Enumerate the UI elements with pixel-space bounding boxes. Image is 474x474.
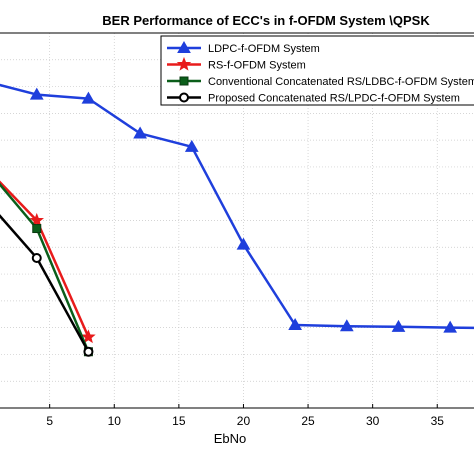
data-point [29, 87, 44, 100]
data-point [133, 126, 147, 139]
data-point [83, 346, 94, 357]
x-tick-label: 30 [366, 414, 380, 428]
x-axis-label: EbNo [214, 431, 247, 446]
x-axis-ticks: 5 10 15 20 25 30 35 [46, 404, 444, 428]
data-point [288, 317, 302, 330]
legend-box [160, 35, 474, 106]
x-tick-label: 15 [172, 414, 186, 428]
legend: LDPC-f-OFDM System RS-f-OFDM System Conven… [160, 35, 474, 106]
data-point [184, 139, 199, 152]
series-line [0, 83, 474, 330]
data-point [31, 253, 42, 263]
data-point [391, 319, 406, 332]
legend-marker [176, 56, 192, 71]
plot-frame [0, 32, 474, 409]
data-point [32, 224, 42, 234]
legend-label: Proposed Concatenated RS/LPDC-f-OFDM Sys… [208, 93, 460, 105]
chart-title: BER Performance of ECC's in f-OFDM Syste… [102, 13, 430, 28]
legend-label: LDPC-f-OFDM System [208, 43, 320, 55]
series-3 [0, 214, 94, 357]
data-point [81, 329, 96, 344]
legend-label: Conventional Concatenated RS/LDBC-f-OFDM… [208, 76, 474, 88]
series-0 [0, 83, 474, 333]
series-1 [0, 180, 96, 344]
series-2 [0, 182, 93, 357]
series-line [0, 214, 90, 353]
legend-marker [177, 40, 191, 53]
x-tick-label: 25 [301, 414, 315, 428]
legend-marker [179, 92, 189, 103]
data-point [339, 319, 354, 332]
series-line [0, 180, 90, 338]
data-point [81, 91, 96, 104]
x-tick-label: 35 [431, 414, 445, 428]
series-layer [0, 83, 474, 357]
data-point [236, 237, 251, 250]
x-tick-label: 5 [46, 414, 53, 428]
data-point [443, 320, 458, 333]
grid [0, 33, 474, 408]
x-tick-label: 20 [237, 414, 251, 428]
data-point [29, 212, 44, 227]
x-tick-label: 10 [108, 414, 122, 428]
legend-marker [179, 76, 189, 86]
legend-label: RS-f-OFDM System [208, 60, 306, 72]
